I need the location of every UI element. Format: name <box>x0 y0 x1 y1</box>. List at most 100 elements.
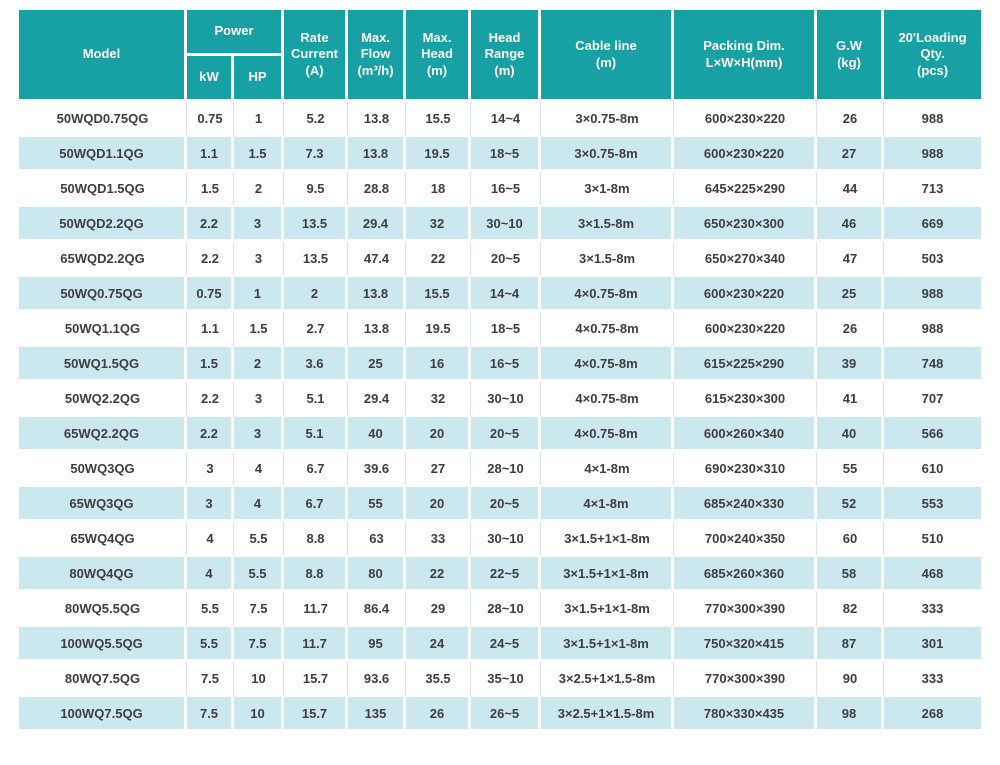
cell-cable_line: 3×1-8m <box>541 172 675 207</box>
table-row: 80WQ5.5QG 5.5 7.5 11.7 86.4 29 28~10 3×1.5+1×1-… <box>19 592 982 627</box>
table-row: 50WQ1.5QG 1.5 2 3.6 25 16 16~5 4×0.75-8m 615×225… <box>19 347 982 382</box>
cell-max_head: 18 <box>406 172 472 207</box>
cell-model: 50WQ2.2QG <box>19 382 187 417</box>
cell-packing_dim: 650×230×300 <box>674 207 818 242</box>
cell-kw: 2.2 <box>187 207 234 242</box>
cell-max_head: 19.5 <box>406 312 472 347</box>
cell-gw: 26 <box>817 312 885 347</box>
cell-max_flow: 135 <box>348 697 407 732</box>
cell-rate_current: 5.2 <box>284 102 349 137</box>
cell-model: 65WQD2.2QG <box>19 242 187 277</box>
cell-max_flow: 29.4 <box>348 382 407 417</box>
cell-max_head: 24 <box>406 627 472 662</box>
cell-head_range: 16~5 <box>471 347 542 382</box>
cell-gw: 44 <box>817 172 885 207</box>
header-rate-current: Rate Current (A) <box>284 10 349 102</box>
cell-head_range: 14~4 <box>471 102 542 137</box>
cell-cable_line: 3×1.5-8m <box>541 207 675 242</box>
table-row: 50WQ2.2QG 2.2 3 5.1 29.4 32 30~10 4×0.75-8m 615×… <box>19 382 982 417</box>
cell-model: 65WQ2.2QG <box>19 417 187 452</box>
cell-gw: 82 <box>817 592 885 627</box>
cell-cable_line: 4×0.75-8m <box>541 312 675 347</box>
cell-kw: 2.2 <box>187 417 234 452</box>
cell-cable_line: 4×1-8m <box>541 452 675 487</box>
cell-hp: 3 <box>234 382 285 417</box>
cell-loading_qty: 301 <box>884 627 982 662</box>
cell-packing_dim: 770×300×390 <box>674 662 818 697</box>
cell-max_head: 19.5 <box>406 137 472 172</box>
cell-head_range: 20~5 <box>471 487 542 522</box>
cell-loading_qty: 988 <box>884 312 982 347</box>
cell-kw: 1.5 <box>187 347 234 382</box>
cell-model: 65WQ3QG <box>19 487 187 522</box>
cell-packing_dim: 615×225×290 <box>674 347 818 382</box>
cell-cable_line: 4×0.75-8m <box>541 417 675 452</box>
cell-hp: 3 <box>234 242 285 277</box>
cell-gw: 90 <box>817 662 885 697</box>
cell-rate_current: 15.7 <box>284 697 349 732</box>
cell-kw: 7.5 <box>187 662 234 697</box>
cell-loading_qty: 268 <box>884 697 982 732</box>
cell-packing_dim: 650×270×340 <box>674 242 818 277</box>
cell-cable_line: 3×1.5+1×1-8m <box>541 522 675 557</box>
cell-head_range: 24~5 <box>471 627 542 662</box>
cell-gw: 58 <box>817 557 885 592</box>
cell-hp: 1.5 <box>234 137 285 172</box>
cell-kw: 1.1 <box>187 137 234 172</box>
table-row: 65WQ4QG 4 5.5 8.8 63 33 30~10 3×1.5+1×1-8m 700×2… <box>19 522 982 557</box>
cell-head_range: 14~4 <box>471 277 542 312</box>
cell-max_head: 20 <box>406 417 472 452</box>
header-gw: G.W (kg) <box>817 10 885 102</box>
cell-cable_line: 4×1-8m <box>541 487 675 522</box>
cell-cable_line: 4×0.75-8m <box>541 347 675 382</box>
cell-model: 50WQD1.5QG <box>19 172 187 207</box>
header-packing-dim: Packing Dim. L×W×H(mm) <box>674 10 818 102</box>
cell-packing_dim: 685×260×360 <box>674 557 818 592</box>
cell-rate_current: 13.5 <box>284 207 349 242</box>
cell-packing_dim: 690×230×310 <box>674 452 818 487</box>
cell-rate_current: 11.7 <box>284 627 349 662</box>
header-model: Model <box>19 10 187 102</box>
cell-gw: 39 <box>817 347 885 382</box>
cell-hp: 2 <box>234 172 285 207</box>
cell-model: 80WQ4QG <box>19 557 187 592</box>
cell-packing_dim: 600×230×220 <box>674 277 818 312</box>
cell-rate_current: 7.3 <box>284 137 349 172</box>
cell-cable_line: 3×1.5+1×1-8m <box>541 627 675 662</box>
table-row: 100WQ5.5QG 5.5 7.5 11.7 95 24 24~5 3×1.5+1×1-8m… <box>19 627 982 662</box>
cell-kw: 4 <box>187 522 234 557</box>
cell-rate_current: 6.7 <box>284 452 349 487</box>
cell-max_flow: 13.8 <box>348 102 407 137</box>
cell-model: 50WQD0.75QG <box>19 102 187 137</box>
cell-model: 100WQ5.5QG <box>19 627 187 662</box>
cell-loading_qty: 713 <box>884 172 982 207</box>
cell-hp: 5.5 <box>234 522 285 557</box>
table-row: 50WQ0.75QG 0.75 1 2 13.8 15.5 14~4 4×0.75-8m 600… <box>19 277 982 312</box>
cell-packing_dim: 600×230×220 <box>674 137 818 172</box>
cell-max_flow: 47.4 <box>348 242 407 277</box>
cell-hp: 7.5 <box>234 592 285 627</box>
header-loading-qty: 20'Loading Qty. (pcs) <box>884 10 982 102</box>
cell-hp: 5.5 <box>234 557 285 592</box>
cell-max_flow: 80 <box>348 557 407 592</box>
cell-hp: 4 <box>234 487 285 522</box>
cell-cable_line: 3×1.5+1×1-8m <box>541 557 675 592</box>
cell-packing_dim: 700×240×350 <box>674 522 818 557</box>
cell-rate_current: 11.7 <box>284 592 349 627</box>
cell-rate_current: 2 <box>284 277 349 312</box>
header-hp: HP <box>234 56 285 102</box>
cell-model: 50WQD2.2QG <box>19 207 187 242</box>
cell-kw: 3 <box>187 452 234 487</box>
cell-model: 50WQ0.75QG <box>19 277 187 312</box>
cell-loading_qty: 610 <box>884 452 982 487</box>
cell-packing_dim: 750×320×415 <box>674 627 818 662</box>
cell-model: 50WQ1.5QG <box>19 347 187 382</box>
cell-loading_qty: 468 <box>884 557 982 592</box>
cell-hp: 2 <box>234 347 285 382</box>
table-row: 50WQD2.2QG 2.2 3 13.5 29.4 32 30~10 3×1.5-8m 650… <box>19 207 982 242</box>
cell-model: 50WQ1.1QG <box>19 312 187 347</box>
cell-loading_qty: 748 <box>884 347 982 382</box>
cell-cable_line: 4×0.75-8m <box>541 277 675 312</box>
cell-gw: 98 <box>817 697 885 732</box>
cell-head_range: 28~10 <box>471 592 542 627</box>
